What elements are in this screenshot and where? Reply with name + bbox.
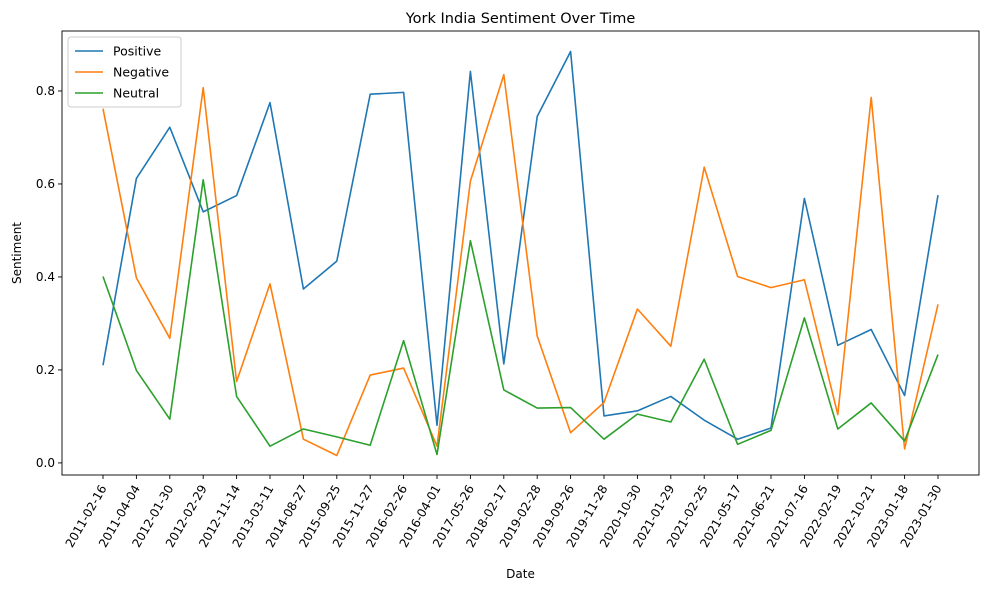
legend-label-positive: Positive <box>113 44 161 59</box>
x-axis-label: Date <box>506 567 535 581</box>
y-axis-label: Sentiment <box>10 222 24 284</box>
y-tick-label: 0.4 <box>36 270 55 284</box>
series-line-neutral <box>102 178 939 456</box>
y-tick-label: 0.8 <box>36 84 55 98</box>
series-line-positive <box>102 50 939 441</box>
legend-box <box>67 36 182 108</box>
legend-label-neutral: Neutral <box>113 86 159 101</box>
y-tick-label: 0.2 <box>36 363 55 377</box>
y-tick-label: 0.0 <box>36 456 55 470</box>
chart-title: York India Sentiment Over Time <box>405 11 636 27</box>
plot-frame <box>61 30 980 476</box>
y-tick-label: 0.6 <box>36 177 55 191</box>
legend: Positive Negative Neutral <box>67 36 182 108</box>
series-line-negative <box>102 73 939 457</box>
legend-label-negative: Negative <box>113 65 169 80</box>
